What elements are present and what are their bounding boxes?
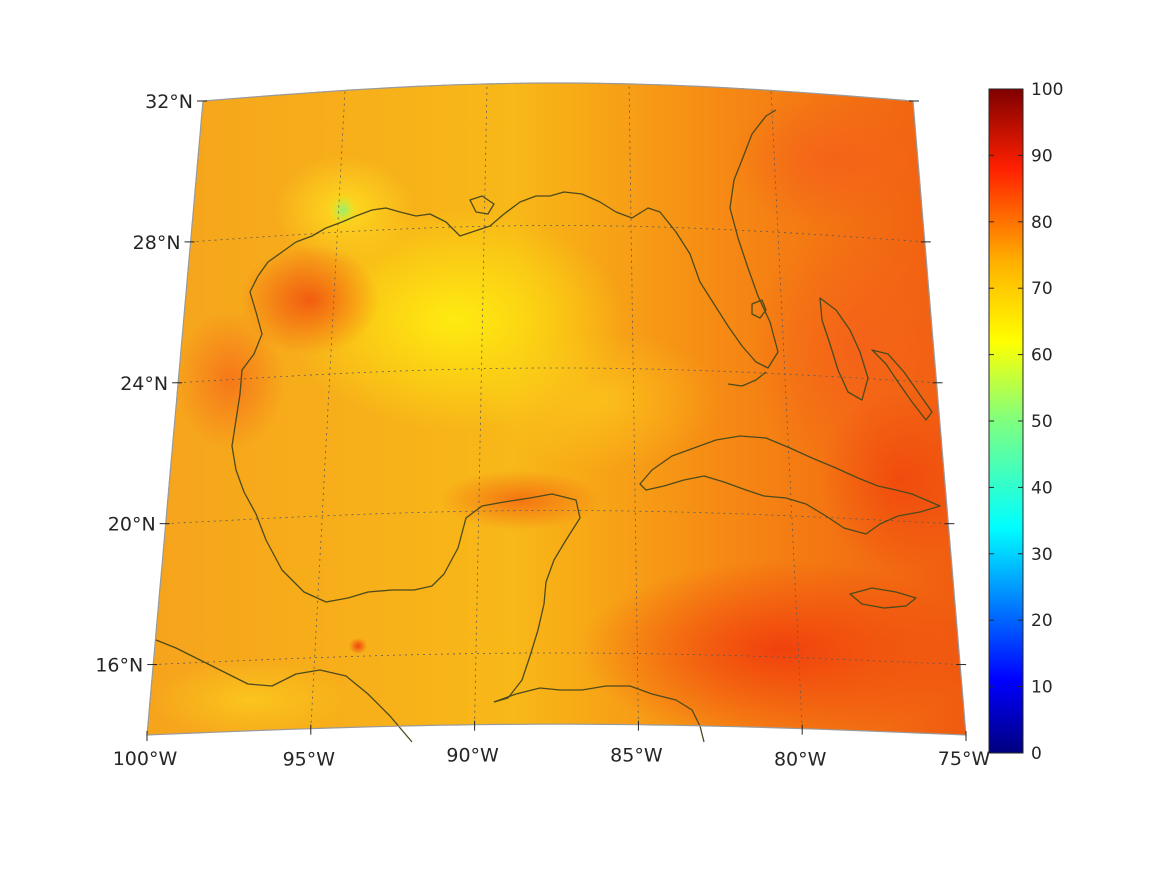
parallel-line	[165, 510, 949, 525]
lon-tick-label: 85°W	[610, 745, 663, 767]
meridian-line	[474, 83, 488, 725]
lat-tick-label: 28°N	[133, 232, 181, 254]
colorbar-tick-label: 90	[1031, 146, 1053, 166]
lat-tick-label: 24°N	[120, 373, 168, 395]
colorbar-tick-label: 10	[1031, 678, 1053, 698]
meridian-line	[628, 83, 639, 725]
parallel-line	[153, 652, 961, 665]
coastline-central-america-caribbean	[493, 685, 705, 743]
coastline-gulf	[257, 109, 779, 369]
coastline-jamaica	[849, 587, 917, 609]
colorbar-tick-label: 30	[1031, 545, 1053, 565]
coastline-bahamas	[819, 297, 869, 401]
colorbar-tick-label: 70	[1031, 279, 1053, 299]
coastline-mexico	[231, 275, 581, 703]
coastline-bahamas-east	[871, 349, 933, 421]
parallel-line	[190, 225, 925, 243]
colorbar-tick-label: 20	[1031, 611, 1053, 631]
latitude-labels: 32°N 28°N 24°N 20°N 16°N	[95, 91, 967, 677]
colorbar-tick-label: 40	[1031, 478, 1053, 498]
lon-tick-label: 80°W	[774, 749, 827, 771]
lon-tick-label: 75°W	[938, 748, 991, 770]
lat-tick-label: 32°N	[145, 91, 193, 113]
colorbar-gradient	[988, 88, 1024, 754]
lat-tick-label: 20°N	[108, 514, 156, 536]
colorbar-tick-label: 50	[1031, 412, 1053, 432]
lon-tick-label: 95°W	[283, 749, 336, 771]
colorbar-ticks: 0 10 20 30 40 50 60 70 80 90 100	[989, 80, 1063, 764]
lat-tick-label: 16°N	[95, 655, 143, 677]
lon-tick-label: 100°W	[113, 748, 178, 770]
coastlines	[155, 109, 941, 743]
longitude-labels: 100°W 95°W 90°W 85°W 80°W 75°W	[113, 720, 991, 771]
coastline-lake	[751, 299, 767, 319]
colorbar-tick-label: 60	[1031, 346, 1053, 366]
coastline-florida-keys	[727, 371, 767, 387]
field-layer	[147, 83, 966, 735]
lon-tick-label: 90°W	[446, 745, 499, 767]
parallel-line	[178, 367, 937, 384]
coastline-cuba	[639, 435, 941, 535]
meridian-line	[310, 90, 346, 729]
coastline-central-america-pacific	[155, 639, 413, 743]
coastline-mississippi-delta	[469, 195, 495, 215]
colorbar: 0 10 20 30 40 50 60 70 80 90 100	[988, 80, 1063, 764]
colorbar-tick-label: 100	[1031, 80, 1063, 100]
colorbar-tick-label: 80	[1031, 213, 1053, 233]
meridian-line	[770, 90, 803, 729]
colorbar-tick-label: 0	[1031, 744, 1042, 764]
